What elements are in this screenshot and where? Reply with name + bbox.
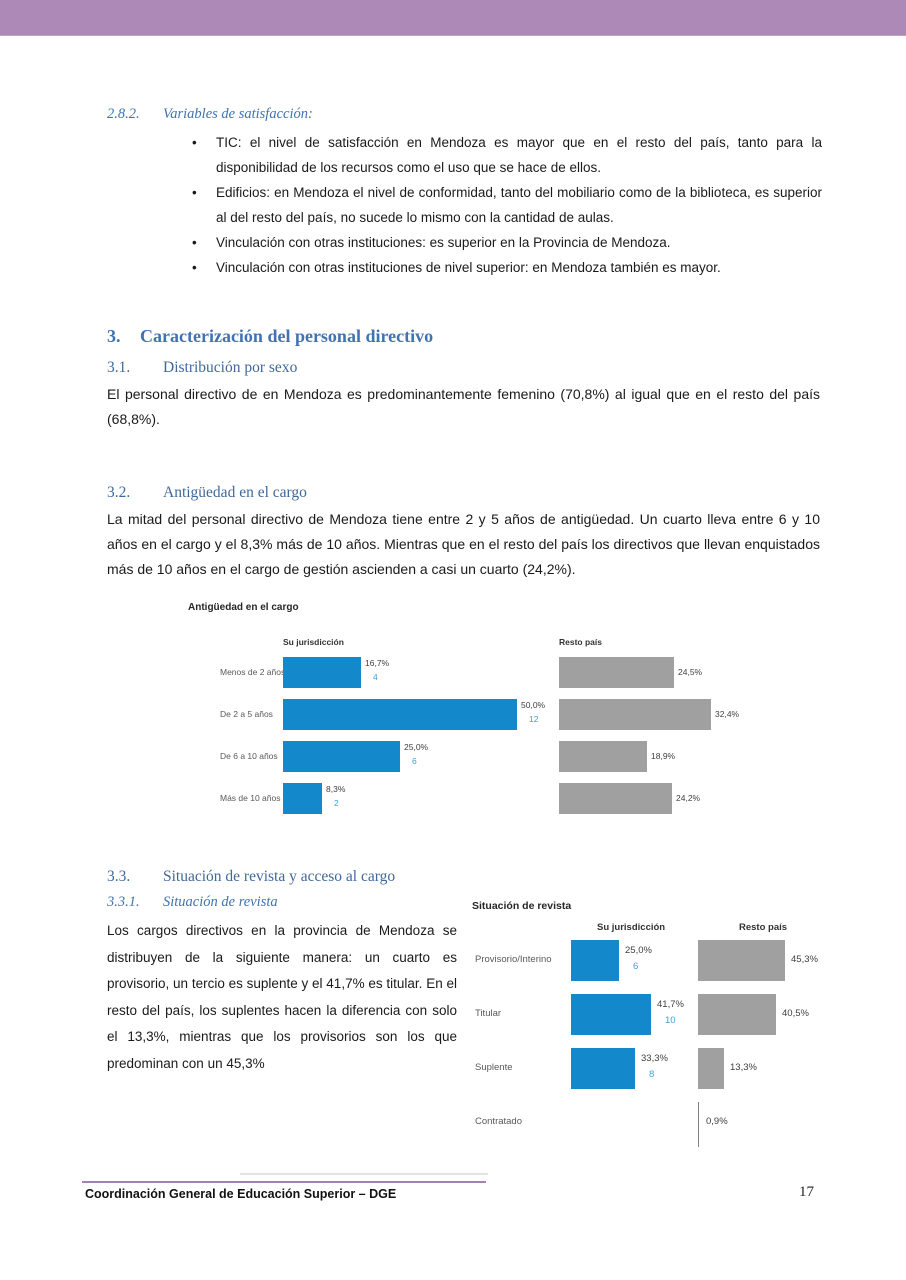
footer-divider [82,1181,486,1183]
count-label: 12 [529,714,539,724]
value-label: 41,7% [657,999,684,1010]
category-label: Menos de 2 años [220,667,286,677]
count-label: 6 [412,756,417,766]
bullet-item: • TIC: el nivel de satisfacción en Mendo… [190,130,822,180]
value-label: 24,2% [676,793,701,803]
value-label: 25,0% [625,945,652,956]
section-3-3-1-heading: 3.3.1. Situación de revista [107,894,278,911]
chart-situacion-de-revista: Situación de revista Su jurisdicción Resto… [460,895,906,1155]
count-label: 4 [373,672,378,682]
bullet-text: Vinculación con otras instituciones de n… [216,260,721,275]
footer-text: Coordinación General de Educación Superi… [85,1187,397,1201]
section-3-3-heading: 3.3. Situación de revista y acceso al car… [107,868,395,886]
bar-segment [698,1048,724,1089]
value-label: 0,9% [706,1116,728,1127]
bar-segment [559,741,647,772]
bullet-icon: • [192,235,197,250]
value-label: 24,5% [678,667,703,677]
count-label: 6 [633,961,639,972]
bullet-icon: • [192,135,197,150]
series-header: Resto país [559,637,602,647]
bar-segment [283,741,400,772]
value-label: 40,5% [782,1008,809,1019]
chart-title: Antigüedad en el cargo [188,602,299,613]
page-top-bar [0,0,906,36]
bar-segment [559,657,674,688]
category-label: Suplente [475,1062,513,1073]
footer-divider-shadow [240,1173,488,1175]
category-label: Titular [475,1008,502,1019]
section-title: Variables de satisfacción: [163,106,313,122]
bullet-icon: • [192,185,197,200]
bar-segment [283,699,517,730]
section-3-2-heading: 3.2. Antigüedad en el cargo [107,484,307,502]
section-number: 3.3. [107,868,131,885]
category-label: De 6 a 10 años [220,751,278,761]
value-label: 18,9% [651,751,676,761]
section-3-2-paragraph: La mitad del personal directivo de Mendo… [107,511,820,577]
value-label: 16,7% [365,658,390,668]
section-title: Situación de revista y acceso al cargo [163,868,396,885]
bar-segment [283,783,322,814]
bar-segment [698,940,785,981]
section-title: Situación de revista [163,894,278,910]
section-title: Antigüedad en el cargo [163,484,307,501]
section-number: 3.3.1. [107,894,140,910]
value-label: 32,4% [715,709,740,719]
category-label: De 2 a 5 años [220,709,273,719]
bar-segment [571,1048,635,1089]
bullet-item: • Edificios: en Mendoza el nivel de conf… [190,180,822,230]
axis-line [698,1102,699,1147]
category-label: Más de 10 años [220,793,281,803]
count-label: 10 [665,1015,676,1026]
section-3-1-paragraph: El personal directivo de en Mendoza es p… [107,386,820,427]
value-label: 8,3% [326,784,346,794]
bar-segment [571,940,619,981]
count-label: 2 [334,798,339,808]
bullet-icon: • [192,260,197,275]
bullet-item: • Vinculación con otras instituciones: e… [190,230,822,255]
bullet-item: • Vinculación con otras instituciones de… [190,255,822,280]
section-number: 3.2. [107,484,131,501]
series-header: Su jurisdicción [283,637,344,647]
series-header: Su jurisdicción [597,922,666,933]
section-title: Distribución por sexo [163,359,298,376]
section-3-1-heading: 3.1. Distribución por sexo [107,359,297,377]
chart-title: Situación de revista [472,900,572,912]
bullet-text: TIC: el nivel de satisfacción en Mendoza… [216,135,822,175]
bar-segment [283,657,361,688]
bar-segment [559,699,711,730]
value-label: 13,3% [730,1062,757,1073]
bar-segment [698,994,776,1035]
satisfaction-bullet-list: • TIC: el nivel de satisfacción en Mendo… [190,130,822,280]
chart-antiguedad-en-el-cargo: Antigüedad en el cargo Su jurisdicción Res… [170,598,740,820]
page-number: 17 [799,1184,814,1200]
section-2-8-2-heading: 2.8.2. Variables de satisfacción: [107,106,313,123]
value-label: 33,3% [641,1053,668,1064]
section-3-heading: 3. Caracterización del personal directivo [107,326,433,347]
section-number: 3. [107,326,121,346]
category-label: Contratado [475,1116,523,1127]
section-number: 2.8.2. [107,106,140,122]
count-label: 8 [649,1069,655,1080]
bar-segment [559,783,672,814]
value-label: 45,3% [791,954,818,965]
value-label: 25,0% [404,742,429,752]
series-header: Resto país [739,922,788,933]
bar-segment [571,994,651,1035]
bullet-text: Edificios: en Mendoza el nivel de confor… [216,185,822,225]
section-number: 3.1. [107,359,131,376]
section-3-3-1-paragraph: Los cargos directivos en la provincia de… [107,923,457,1071]
bullet-text: Vinculación con otras instituciones: es … [216,235,671,250]
value-label: 50,0% [521,700,546,710]
section-title: Caracterización del personal directivo [140,326,434,346]
category-label: Provisorio/Interino [475,954,552,965]
